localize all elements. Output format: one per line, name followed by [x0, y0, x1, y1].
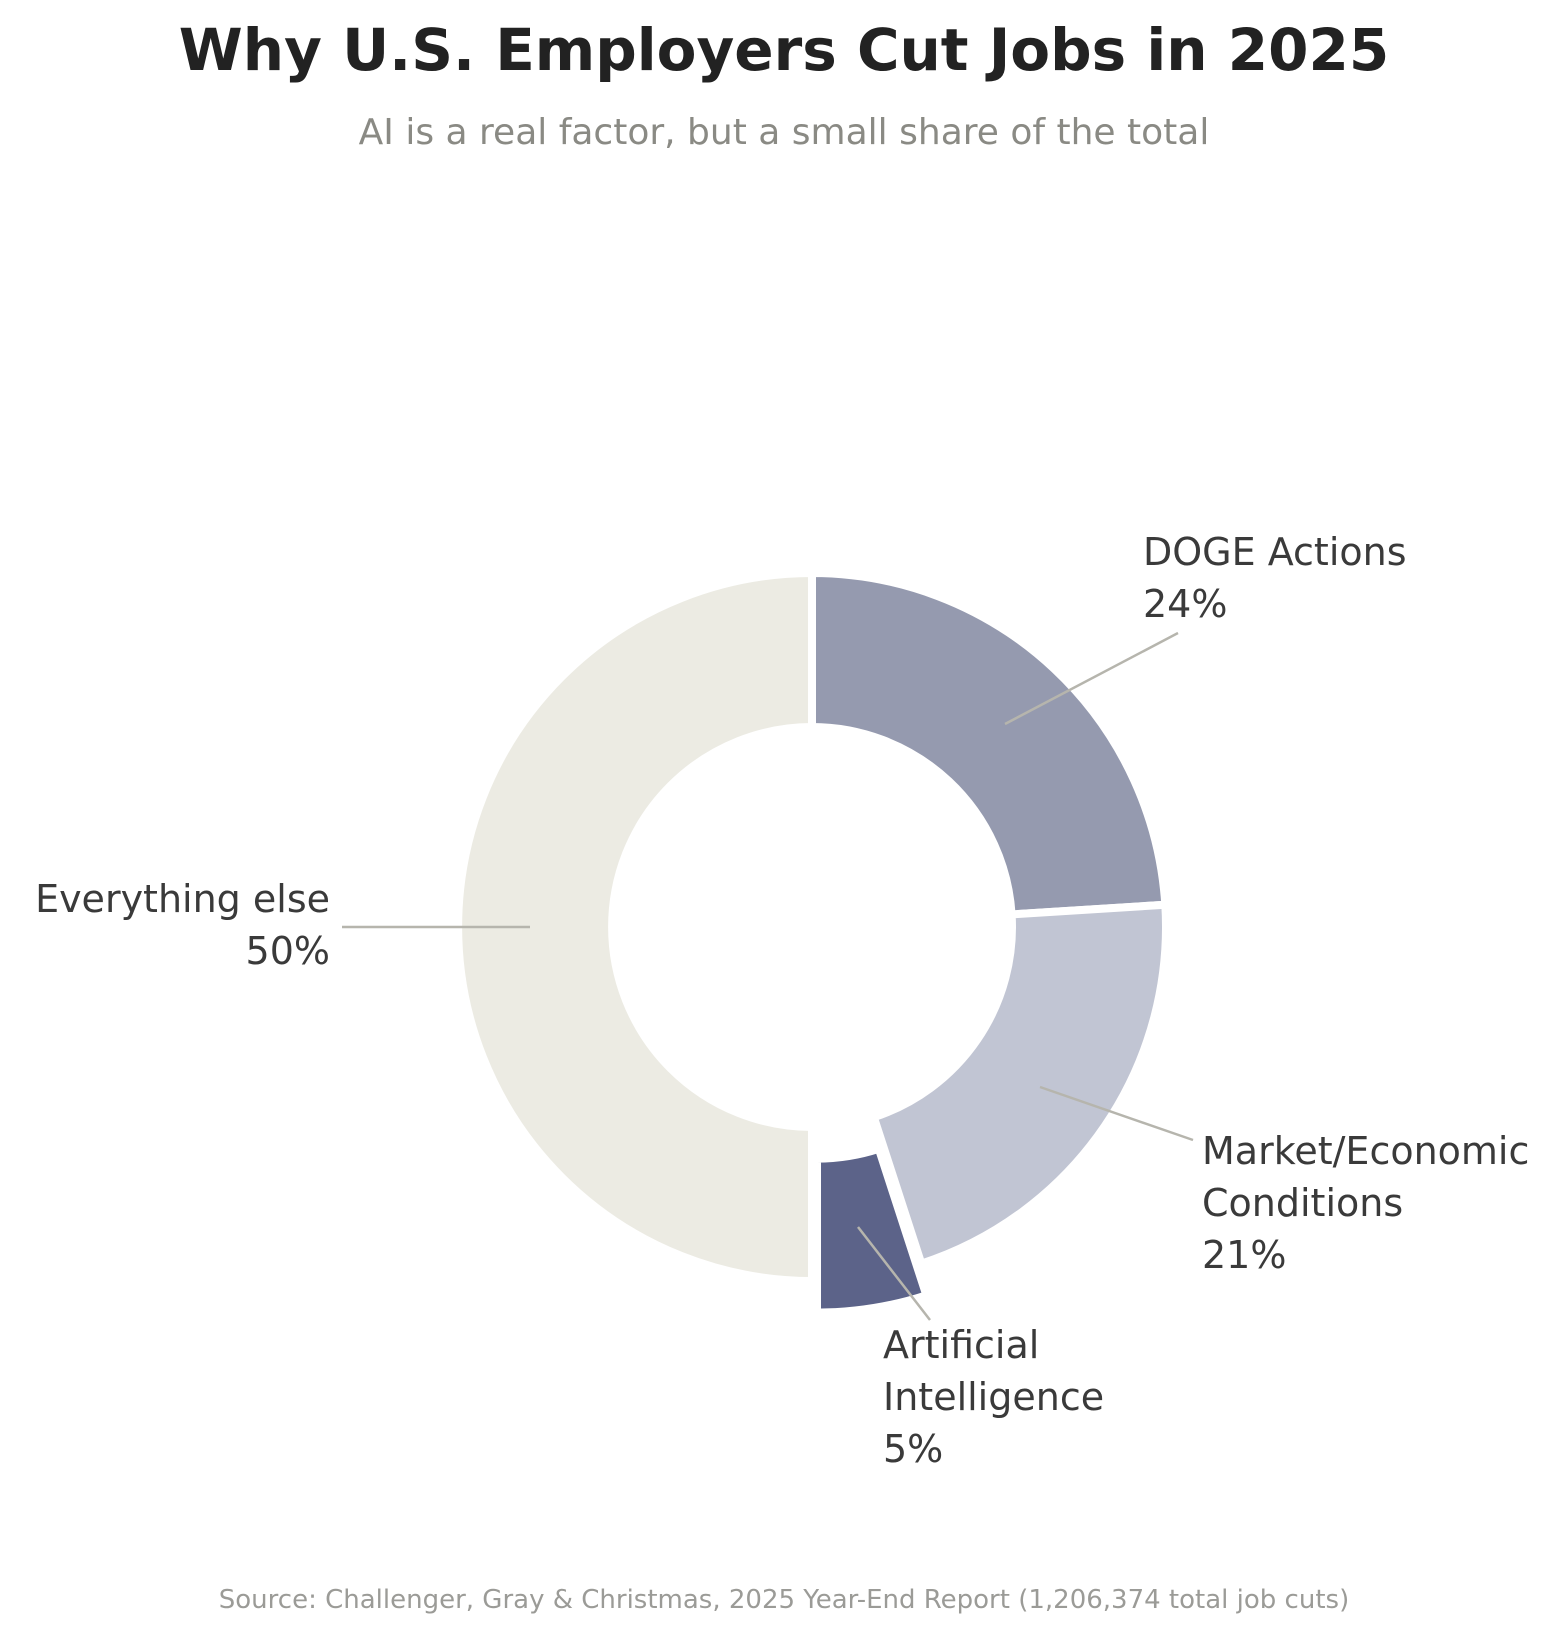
leader-lines-layer	[342, 631, 1194, 1321]
leader-line-doge-actions	[1004, 631, 1179, 726]
data-label-doge-actions: DOGE Actions 24%	[1143, 530, 1407, 626]
slice-name-label: Conditions	[1202, 1181, 1403, 1225]
chart-subtitle: AI is a real factor, but a small share o…	[358, 112, 1210, 153]
slice-doge-actions	[808, 568, 1170, 919]
slice-name-label: Market/Economic	[1202, 1129, 1529, 1173]
leader-line-market-economic-conditions	[1039, 1085, 1194, 1142]
slice-artificial-intelligence	[813, 1143, 932, 1317]
chart-title: Why U.S. Employers Cut Jobs in 2025	[178, 16, 1390, 84]
slice-name-label: Artificial	[883, 1323, 1039, 1367]
slice-name-label: Intelligence	[883, 1375, 1104, 1419]
leader-line-artificial-intelligence	[857, 1226, 931, 1321]
slice-name-label: DOGE Actions	[1143, 530, 1407, 574]
slice-name-label: Everything else	[35, 877, 330, 921]
slices-layer	[454, 568, 1170, 1317]
slice-value-label: 21%	[1202, 1233, 1286, 1277]
data-label-artificial-intelligence: Artificial Intelligence 5%	[883, 1323, 1104, 1471]
slice-value-label: 50%	[246, 929, 330, 973]
slice-market-economic-conditions	[868, 900, 1170, 1269]
slice-everything-else	[454, 568, 816, 1286]
labels-layer: DOGE Actions 24% Market/Economic Conditions…	[35, 530, 1529, 1471]
data-label-everything-else: Everything else 50%	[35, 877, 330, 973]
chart-source: Source: Challenger, Gray & Christmas, 20…	[218, 1585, 1350, 1615]
slice-value-label: 5%	[883, 1427, 943, 1471]
data-label-market-economic-conditions: Market/Economic Conditions 21%	[1202, 1129, 1529, 1277]
slice-value-label: 24%	[1143, 582, 1227, 626]
